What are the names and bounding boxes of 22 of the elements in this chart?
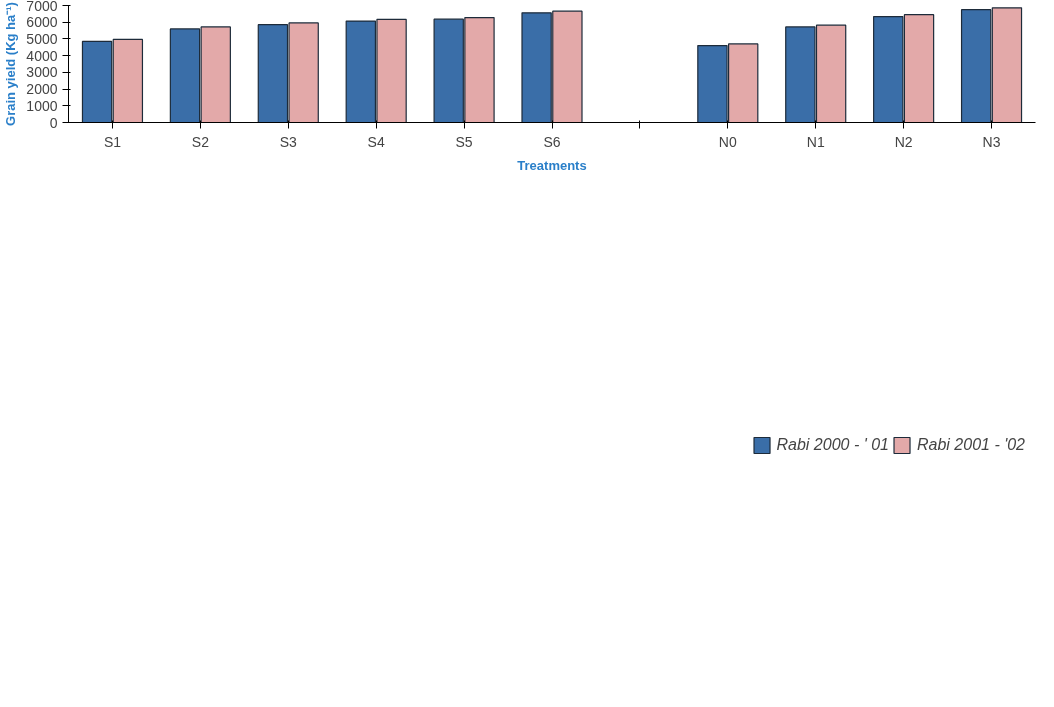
y-tick-label: 6000	[26, 14, 58, 31]
x-tick-label: S3	[279, 133, 298, 150]
y-tick-label: 7000	[26, 0, 58, 14]
x-axis-title: Treatments	[517, 157, 587, 173]
y-tick-label: 1000	[26, 97, 58, 114]
x-tick-label: S5	[455, 133, 473, 150]
y-tick-label: 4000	[26, 47, 58, 64]
x-tick-label: N2	[894, 133, 913, 150]
x-tick-label: S2	[191, 133, 210, 150]
x-tick-label: N0	[718, 133, 737, 150]
y-axis-title: Grain yield (Kg ha⁻¹)	[3, 2, 19, 126]
x-tick-label: S6	[543, 133, 561, 150]
x-tick-label: S4	[367, 133, 385, 150]
x-tick-label: N3	[982, 133, 1001, 150]
y-tick-label: 3000	[26, 64, 58, 81]
x-tick-label: S1	[103, 133, 122, 150]
legend-label: Rabi 2000 - ' 01	[776, 436, 889, 454]
y-tick-label: 5000	[26, 30, 58, 47]
legend-label: Rabi 2001 - '02	[916, 436, 1025, 454]
y-tick-label: 2000	[26, 81, 58, 98]
x-tick-label: N1	[806, 133, 825, 150]
y-tick-label: 0	[49, 114, 58, 131]
